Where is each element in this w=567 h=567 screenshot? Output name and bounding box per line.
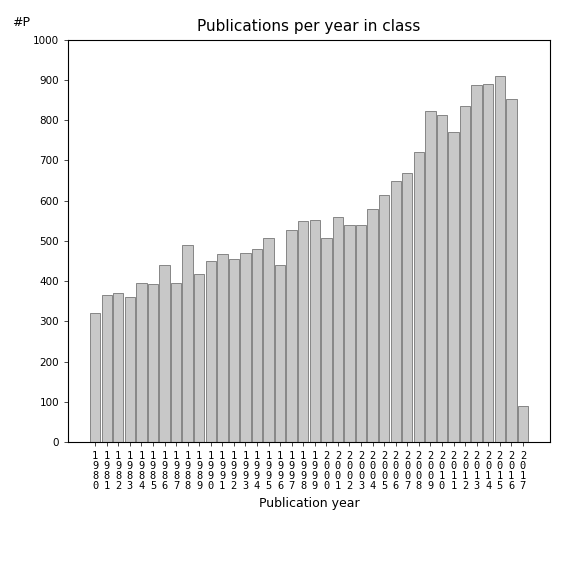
Bar — [90, 314, 100, 442]
Bar — [414, 153, 424, 442]
Bar — [217, 254, 227, 442]
Bar — [136, 284, 147, 442]
Bar — [425, 111, 435, 442]
Bar — [263, 238, 274, 442]
Title: Publications per year in class: Publications per year in class — [197, 19, 421, 35]
Bar — [483, 84, 493, 442]
Bar — [379, 194, 390, 442]
Bar — [494, 76, 505, 442]
Bar — [183, 245, 193, 442]
Bar — [402, 174, 412, 442]
Bar — [471, 85, 482, 442]
Bar — [460, 106, 470, 442]
Bar — [286, 230, 297, 442]
Bar — [298, 221, 308, 442]
Bar — [367, 209, 378, 442]
Bar — [125, 297, 135, 442]
Bar — [437, 115, 447, 442]
Bar — [344, 225, 355, 442]
Bar — [391, 181, 401, 442]
Bar — [206, 261, 216, 442]
Bar — [310, 219, 320, 442]
Bar — [171, 284, 181, 442]
Bar — [448, 132, 459, 442]
Bar — [229, 259, 239, 442]
Bar — [252, 249, 262, 442]
X-axis label: Publication year: Publication year — [259, 497, 359, 510]
Text: #P: #P — [12, 15, 31, 28]
Bar — [333, 217, 343, 442]
Bar — [506, 99, 517, 442]
Bar — [321, 238, 332, 442]
Bar — [159, 265, 170, 442]
Bar — [275, 265, 285, 442]
Bar — [148, 285, 158, 442]
Bar — [101, 295, 112, 442]
Bar — [518, 406, 528, 442]
Bar — [240, 253, 251, 442]
Bar — [356, 225, 366, 442]
Bar — [194, 274, 204, 442]
Bar — [113, 293, 124, 442]
